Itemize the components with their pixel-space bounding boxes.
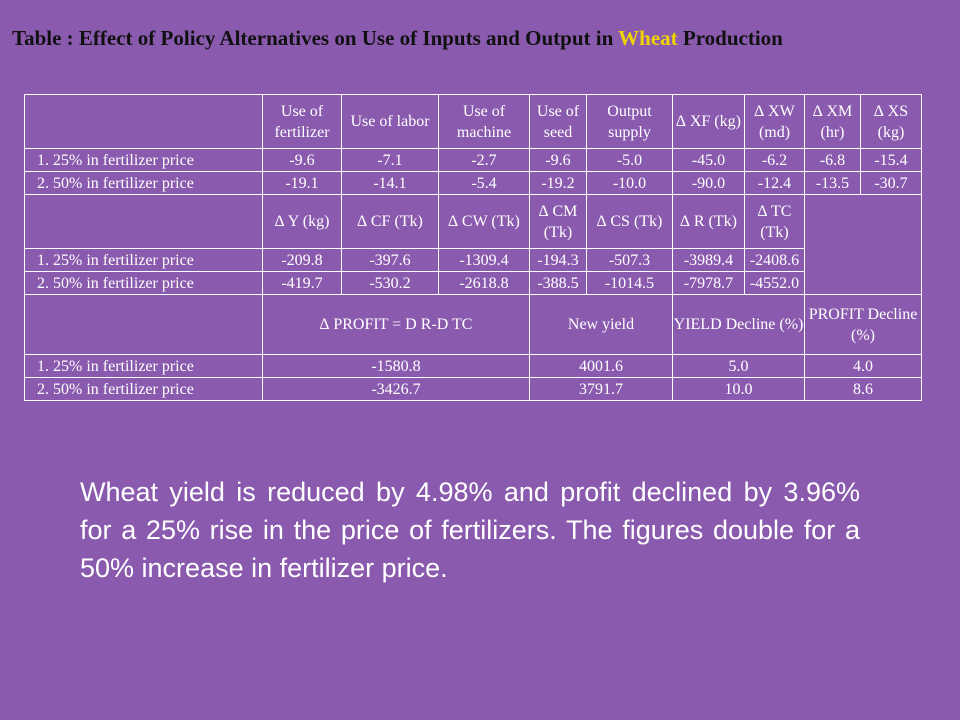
title-suffix: Production <box>677 26 783 50</box>
column-header: Use of seed <box>529 94 587 149</box>
row-label: 2. 50% in fertilizer price <box>24 271 263 295</box>
column-header: Output supply <box>586 94 673 149</box>
column-header: PROFIT Decline (%) <box>804 294 922 355</box>
column-header: ∆ XF (kg) <box>672 94 745 149</box>
data-cell: -30.7 <box>860 171 922 195</box>
column-header: ∆ CW (Tk) <box>438 194 530 249</box>
column-header: ∆ XM (hr) <box>804 94 861 149</box>
column-header: ∆ CM (Tk) <box>529 194 587 249</box>
policy-effects-table: Use of fertilizer Use of labor Use of mach… <box>24 94 922 401</box>
data-cell: -14.1 <box>341 171 439 195</box>
row-label: 2. 50% in fertilizer price <box>24 171 263 195</box>
data-cell: 4.0 <box>804 354 922 378</box>
table-title: Table : Effect of Policy Alternatives on… <box>12 24 950 53</box>
data-cell: -3989.4 <box>672 248 745 272</box>
row-label: 1. 25% in fertilizer price <box>24 148 263 172</box>
data-cell: -194.3 <box>529 248 587 272</box>
row-label: 1. 25% in fertilizer price <box>24 248 263 272</box>
data-cell: -530.2 <box>341 271 439 295</box>
data-cell: -5.4 <box>438 171 530 195</box>
data-cell: 5.0 <box>672 354 805 378</box>
data-cell: 4001.6 <box>529 354 673 378</box>
row-label: 1. 25% in fertilizer price <box>24 354 263 378</box>
data-cell: -209.8 <box>262 248 342 272</box>
column-header: ∆ CS (Tk) <box>586 194 673 249</box>
data-cell: -19.2 <box>529 171 587 195</box>
column-header: YIELD Decline (%) <box>672 294 805 355</box>
data-cell: -9.6 <box>262 148 342 172</box>
data-cell: -15.4 <box>860 148 922 172</box>
data-cell: -7978.7 <box>672 271 745 295</box>
data-cell: 3791.7 <box>529 377 673 401</box>
title-highlight: Wheat <box>618 26 678 50</box>
data-cell: 8.6 <box>804 377 922 401</box>
data-cell: 10.0 <box>672 377 805 401</box>
header-label-cell <box>24 94 263 149</box>
title-text: Table : Effect of Policy Alternatives on… <box>12 26 619 50</box>
data-cell: -1309.4 <box>438 248 530 272</box>
data-cell: -397.6 <box>341 248 439 272</box>
data-cell: -4552.0 <box>744 271 805 295</box>
data-cell: -90.0 <box>672 171 745 195</box>
summary-paragraph: Wheat yield is reduced by 4.98% and prof… <box>80 477 860 583</box>
data-cell: -1580.8 <box>262 354 530 378</box>
data-cell: -388.5 <box>529 271 587 295</box>
row-label: 2. 50% in fertilizer price <box>24 377 263 401</box>
data-cell: -419.7 <box>262 271 342 295</box>
column-header: ∆ CF (Tk) <box>341 194 439 249</box>
column-header: Use of machine <box>438 94 530 149</box>
column-header: Use of labor <box>341 94 439 149</box>
data-cell: -1014.5 <box>586 271 673 295</box>
data-cell: -45.0 <box>672 148 745 172</box>
column-header: ∆ TC (Tk) <box>744 194 805 249</box>
data-cell: -6.8 <box>804 148 861 172</box>
empty-cell <box>804 194 922 295</box>
column-header: ∆ PROFIT = D R-D TC <box>262 294 530 355</box>
data-cell: -507.3 <box>586 248 673 272</box>
column-header: Use of fertilizer <box>262 94 342 149</box>
data-cell: -5.0 <box>586 148 673 172</box>
data-cell: -2408.6 <box>744 248 805 272</box>
column-header: ∆ Y (kg) <box>262 194 342 249</box>
header-label-cell <box>24 294 263 355</box>
column-header: New yield <box>529 294 673 355</box>
column-header: ∆ XW (md) <box>744 94 805 149</box>
data-cell: -13.5 <box>804 171 861 195</box>
data-cell: -12.4 <box>744 171 805 195</box>
data-cell: -9.6 <box>529 148 587 172</box>
data-cell: -7.1 <box>341 148 439 172</box>
column-header: ∆ R (Tk) <box>672 194 745 249</box>
data-cell: -19.1 <box>262 171 342 195</box>
column-header: ∆ XS (kg) <box>860 94 922 149</box>
data-cell: -3426.7 <box>262 377 530 401</box>
data-cell: -6.2 <box>744 148 805 172</box>
data-cell: -10.0 <box>586 171 673 195</box>
data-cell: -2618.8 <box>438 271 530 295</box>
data-cell: -2.7 <box>438 148 530 172</box>
header-label-cell <box>24 194 263 249</box>
